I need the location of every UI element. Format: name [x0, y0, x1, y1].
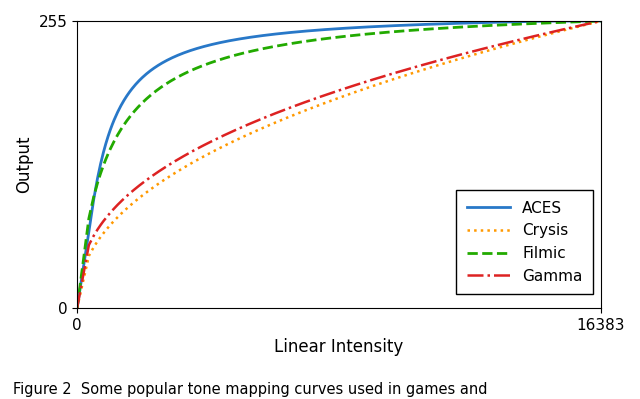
- X-axis label: Linear Intensity: Linear Intensity: [275, 338, 404, 356]
- ACES: [547, 19, 555, 24]
- ACES: [589, 19, 597, 24]
- ACES: [597, 19, 605, 24]
- Gamma: [589, 20, 597, 25]
- Filmic: [428, 26, 436, 31]
- Crysis: [538, 34, 546, 38]
- ACES: [538, 19, 546, 24]
- Line: Gamma: Gamma: [77, 21, 601, 308]
- Legend: ACES, Crysis, Filmic, Gamma: ACES, Crysis, Filmic, Gamma: [456, 190, 593, 294]
- Filmic: [191, 66, 199, 71]
- Filmic: [538, 21, 546, 26]
- Filmic: [74, 305, 81, 310]
- ACES: [438, 22, 446, 26]
- Crysis: [74, 305, 81, 310]
- Gamma: [538, 32, 546, 37]
- Line: Filmic: Filmic: [77, 21, 601, 308]
- Line: ACES: ACES: [77, 21, 601, 308]
- ACES: [74, 305, 81, 310]
- Filmic: [589, 19, 597, 24]
- Line: Crysis: Crysis: [77, 21, 601, 308]
- Filmic: [597, 19, 605, 24]
- Crysis: [438, 61, 446, 66]
- Gamma: [589, 20, 597, 25]
- Filmic: [589, 19, 597, 24]
- ACES: [589, 19, 597, 24]
- Gamma: [597, 19, 605, 24]
- Y-axis label: Output: Output: [15, 136, 33, 193]
- ACES: [191, 47, 199, 51]
- Crysis: [589, 20, 597, 25]
- Crysis: [597, 19, 605, 24]
- Crysis: [428, 65, 436, 69]
- Gamma: [74, 305, 81, 310]
- Text: Figure 2  Some popular tone mapping curves used in games and: Figure 2 Some popular tone mapping curve…: [13, 382, 487, 397]
- Crysis: [191, 158, 199, 163]
- Filmic: [438, 26, 446, 31]
- Gamma: [428, 60, 436, 65]
- ACES: [428, 22, 436, 27]
- Crysis: [589, 20, 597, 25]
- Gamma: [191, 147, 199, 152]
- Gamma: [438, 57, 446, 62]
